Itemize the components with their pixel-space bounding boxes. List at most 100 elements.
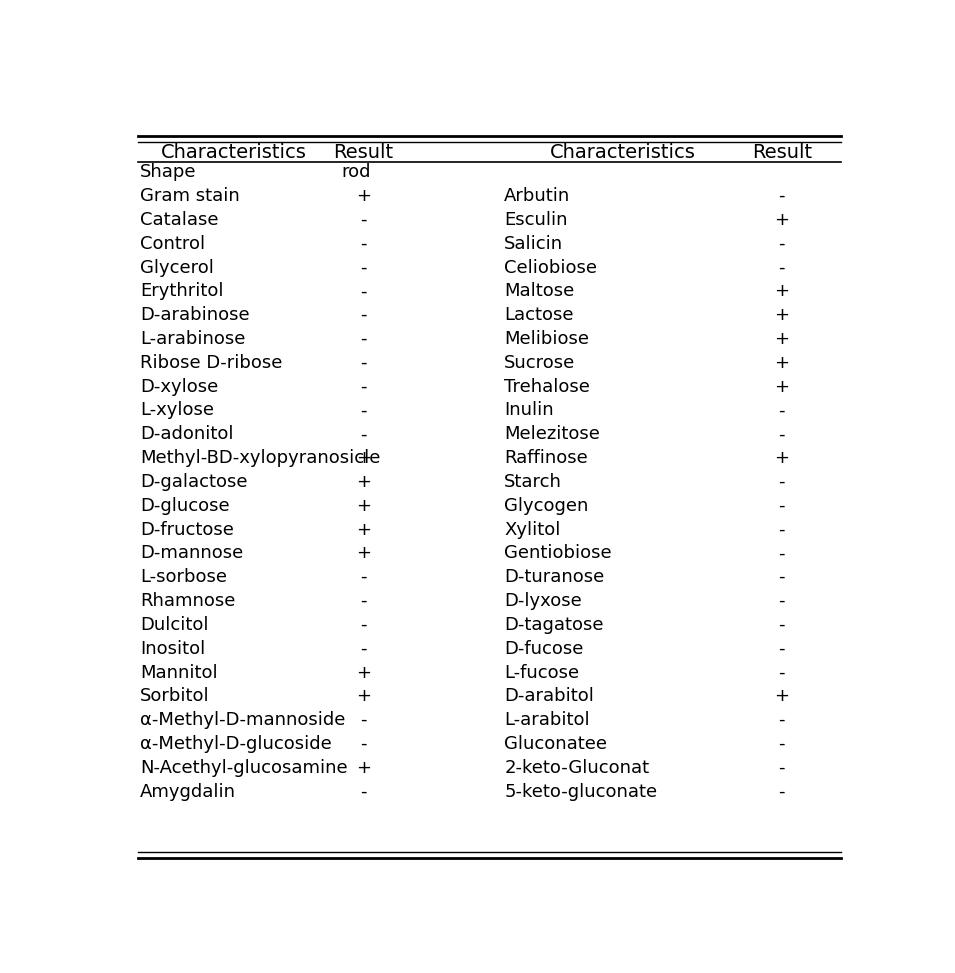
Text: Esculin: Esculin <box>504 211 567 229</box>
Text: -: - <box>778 187 785 205</box>
Text: -: - <box>778 473 785 491</box>
Text: -: - <box>778 497 785 515</box>
Text: Ribose D-ribose: Ribose D-ribose <box>140 354 283 372</box>
Text: Control: Control <box>140 234 205 253</box>
Text: Raffinose: Raffinose <box>504 450 588 467</box>
Text: +: + <box>356 759 371 776</box>
Text: Glycerol: Glycerol <box>140 259 214 276</box>
Text: Celiobiose: Celiobiose <box>504 259 597 276</box>
Text: rod: rod <box>342 163 371 181</box>
Text: 5-keto-gluconate: 5-keto-gluconate <box>504 782 657 801</box>
Text: -: - <box>360 378 367 396</box>
Text: -: - <box>360 616 367 633</box>
Text: Characteristics: Characteristics <box>550 143 695 162</box>
Text: L-arabitol: L-arabitol <box>504 711 590 729</box>
Text: Lactose: Lactose <box>504 306 574 324</box>
Text: Dulcitol: Dulcitol <box>140 616 208 633</box>
Text: +: + <box>356 450 371 467</box>
Text: +: + <box>775 687 789 705</box>
Text: Gentiobiose: Gentiobiose <box>504 545 612 562</box>
Text: L-sorbose: L-sorbose <box>140 568 227 586</box>
Text: Catalase: Catalase <box>140 211 219 229</box>
Text: D-arabinose: D-arabinose <box>140 306 249 324</box>
Text: -: - <box>360 425 367 444</box>
Text: -: - <box>360 782 367 801</box>
Text: Inulin: Inulin <box>504 402 554 419</box>
Text: Trehalose: Trehalose <box>504 378 590 396</box>
Text: Result: Result <box>752 143 812 162</box>
Text: Maltose: Maltose <box>504 282 575 301</box>
Text: N-Acethyl-glucosamine: N-Acethyl-glucosamine <box>140 759 348 776</box>
Text: D-fucose: D-fucose <box>504 639 584 658</box>
Text: D-fructose: D-fructose <box>140 521 234 539</box>
Text: Melezitose: Melezitose <box>504 425 600 444</box>
Text: Sucrose: Sucrose <box>504 354 576 372</box>
Text: L-fucose: L-fucose <box>504 664 580 681</box>
Text: -: - <box>360 639 367 658</box>
Text: +: + <box>356 521 371 539</box>
Text: -: - <box>778 639 785 658</box>
Text: Shape: Shape <box>140 163 197 181</box>
Text: -: - <box>360 330 367 348</box>
Text: D-turanose: D-turanose <box>504 568 605 586</box>
Text: Amygdalin: Amygdalin <box>140 782 236 801</box>
Text: Arbutin: Arbutin <box>504 187 570 205</box>
Text: +: + <box>775 211 789 229</box>
Text: D-arabitol: D-arabitol <box>504 687 594 705</box>
Text: +: + <box>356 545 371 562</box>
Text: -: - <box>778 782 785 801</box>
Text: +: + <box>356 664 371 681</box>
Text: +: + <box>356 497 371 515</box>
Text: Melibiose: Melibiose <box>504 330 589 348</box>
Text: Mannitol: Mannitol <box>140 664 218 681</box>
Text: Methyl-BD-xylopyranosicle: Methyl-BD-xylopyranosicle <box>140 450 380 467</box>
Text: -: - <box>360 306 367 324</box>
Text: -: - <box>360 234 367 253</box>
Text: Characteristics: Characteristics <box>161 143 307 162</box>
Text: D-galactose: D-galactose <box>140 473 247 491</box>
Text: Sorbitol: Sorbitol <box>140 687 210 705</box>
Text: -: - <box>360 354 367 372</box>
Text: +: + <box>356 473 371 491</box>
Text: Erythritol: Erythritol <box>140 282 223 301</box>
Text: +: + <box>775 330 789 348</box>
Text: Xylitol: Xylitol <box>504 521 561 539</box>
Text: -: - <box>360 711 367 729</box>
Text: -: - <box>778 568 785 586</box>
Text: L-xylose: L-xylose <box>140 402 214 419</box>
Text: D-lyxose: D-lyxose <box>504 592 582 610</box>
Text: -: - <box>778 664 785 681</box>
Text: +: + <box>775 282 789 301</box>
Text: Inositol: Inositol <box>140 639 205 658</box>
Text: Gluconatee: Gluconatee <box>504 735 607 753</box>
Text: D-tagatose: D-tagatose <box>504 616 604 633</box>
Text: L-arabinose: L-arabinose <box>140 330 245 348</box>
Text: -: - <box>778 759 785 776</box>
Text: -: - <box>360 402 367 419</box>
Text: D-mannose: D-mannose <box>140 545 244 562</box>
Text: Starch: Starch <box>504 473 562 491</box>
Text: -: - <box>778 592 785 610</box>
Text: -: - <box>778 234 785 253</box>
Text: -: - <box>360 735 367 753</box>
Text: -: - <box>778 521 785 539</box>
Text: α-Methyl-D-glucoside: α-Methyl-D-glucoside <box>140 735 331 753</box>
Text: +: + <box>356 687 371 705</box>
Text: Rhamnose: Rhamnose <box>140 592 236 610</box>
Text: D-adonitol: D-adonitol <box>140 425 234 444</box>
Text: +: + <box>775 450 789 467</box>
Text: +: + <box>356 187 371 205</box>
Text: -: - <box>360 211 367 229</box>
Text: +: + <box>775 378 789 396</box>
Text: -: - <box>360 568 367 586</box>
Text: -: - <box>778 402 785 419</box>
Text: -: - <box>360 592 367 610</box>
Text: 2-keto-Gluconat: 2-keto-Gluconat <box>504 759 649 776</box>
Text: -: - <box>778 545 785 562</box>
Text: α-Methyl-D-mannoside: α-Methyl-D-mannoside <box>140 711 346 729</box>
Text: -: - <box>360 259 367 276</box>
Text: Gram stain: Gram stain <box>140 187 240 205</box>
Text: -: - <box>778 616 785 633</box>
Text: Result: Result <box>333 143 393 162</box>
Text: -: - <box>778 711 785 729</box>
